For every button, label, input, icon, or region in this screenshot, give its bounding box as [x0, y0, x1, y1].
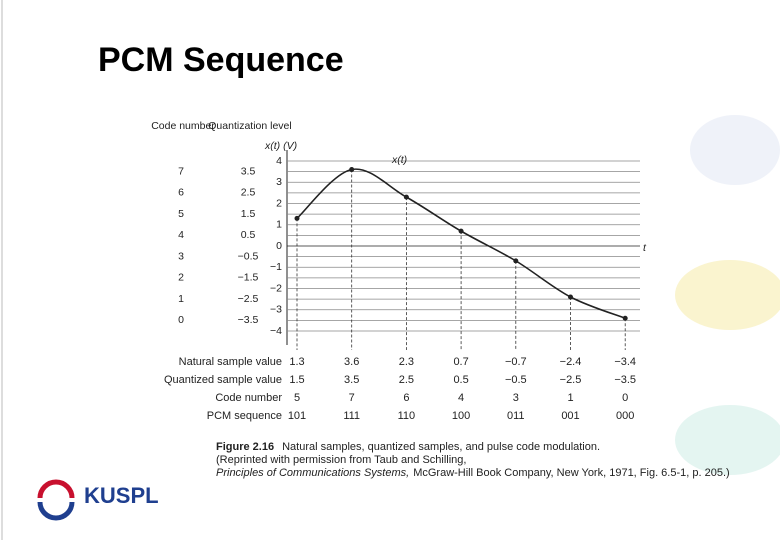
caption-italic: Principles of Communications Systems, [216, 467, 409, 479]
cell: 2.5 [399, 374, 414, 386]
slide-title: PCM Sequence [98, 41, 344, 79]
y-tick-label: 3 [276, 176, 282, 188]
cell: −2.5 [560, 374, 582, 386]
code-label: 1 [178, 293, 184, 305]
sample-point [513, 258, 519, 264]
caption: Principles of Communications Systems, McG… [216, 467, 730, 479]
level-label: −0.5 [238, 250, 259, 262]
logo-arc [37, 479, 75, 499]
level-label: −1.5 [238, 272, 259, 284]
cell: −2.4 [560, 356, 582, 368]
sample-point [294, 215, 300, 221]
row-label: PCM sequence [207, 410, 282, 422]
row-label: Quantized sample value [164, 374, 282, 386]
code-label: 3 [178, 250, 184, 262]
cell: 3.6 [344, 356, 359, 368]
level-label: 3.5 [241, 165, 256, 177]
sample-point [458, 228, 464, 234]
cell: −0.5 [505, 374, 527, 386]
caption: Figure 2.16 Natural samples, quantized sa… [216, 441, 600, 453]
y-tick-label: −3 [270, 304, 282, 316]
level-label: 0.5 [241, 229, 256, 241]
y-tick-label: 2 [276, 197, 282, 209]
caption-text: Natural samples, quantized samples, and … [282, 441, 600, 453]
y-tick-label: −1 [270, 261, 282, 273]
decoration [675, 115, 780, 475]
cell: −3.4 [614, 356, 636, 368]
logo-text: KUSPL [84, 483, 159, 508]
cell: 0.5 [453, 374, 468, 386]
y-tick-label: 0 [276, 240, 282, 252]
cell: 101 [288, 410, 306, 422]
level-label: −3.5 [238, 314, 259, 326]
cell: 1 [567, 392, 573, 404]
code-label: 5 [178, 208, 184, 220]
code-label: 4 [178, 229, 184, 241]
code-label: 0 [178, 314, 184, 326]
header: Code number [151, 120, 215, 132]
cell: 110 [398, 410, 416, 422]
cell: 111 [343, 410, 360, 422]
logo: KUSPL [37, 479, 159, 521]
sample-point [568, 294, 573, 300]
cell: 5 [294, 392, 300, 404]
cell: −0.7 [505, 356, 527, 368]
curve-label: x(t) [391, 154, 407, 166]
y-axis-label: x(t) (V) [264, 140, 297, 152]
cell: 0.7 [453, 356, 468, 368]
row-label: Code number [215, 392, 282, 404]
cell: −3.5 [614, 374, 636, 386]
level-label: −2.5 [238, 293, 259, 305]
cell: 3.5 [344, 374, 359, 386]
y-tick-label: −2 [270, 282, 282, 294]
cell: 0 [622, 392, 628, 404]
code-label: 7 [178, 165, 184, 177]
row-label: Natural sample value [179, 356, 282, 368]
code-label: 6 [178, 187, 184, 199]
blob [690, 115, 780, 185]
cell: 1.3 [289, 356, 304, 368]
sample-point [349, 167, 355, 172]
cell: 011 [507, 410, 525, 422]
y-tick-label: −4 [270, 325, 282, 337]
cell: 100 [452, 410, 470, 422]
sample-point [403, 194, 409, 200]
blob [675, 405, 780, 475]
cell: 000 [616, 410, 634, 422]
cell: 1.5 [289, 374, 304, 386]
caption-rest: McGraw-Hill Book Company, New York, 1971… [413, 467, 730, 479]
y-tick-label: 1 [276, 219, 282, 231]
y-tick-label: 4 [276, 155, 282, 167]
caption-label: Figure 2.16 [216, 441, 274, 453]
cell: 3 [513, 392, 519, 404]
cell: 6 [403, 392, 409, 404]
blob [675, 260, 780, 330]
logo-arc [37, 501, 75, 521]
code-label: 2 [178, 272, 184, 284]
level-label: 1.5 [241, 208, 256, 220]
header: Quantization level [208, 120, 291, 132]
cell: 7 [349, 392, 355, 404]
level-label: 2.5 [241, 187, 256, 199]
caption: (Reprinted with permission from Taub and… [216, 454, 466, 466]
cell: 2.3 [399, 356, 414, 368]
cell: 001 [561, 410, 579, 422]
x-axis-label: t [643, 242, 647, 254]
cell: 4 [458, 392, 464, 404]
sample-point [622, 315, 628, 321]
